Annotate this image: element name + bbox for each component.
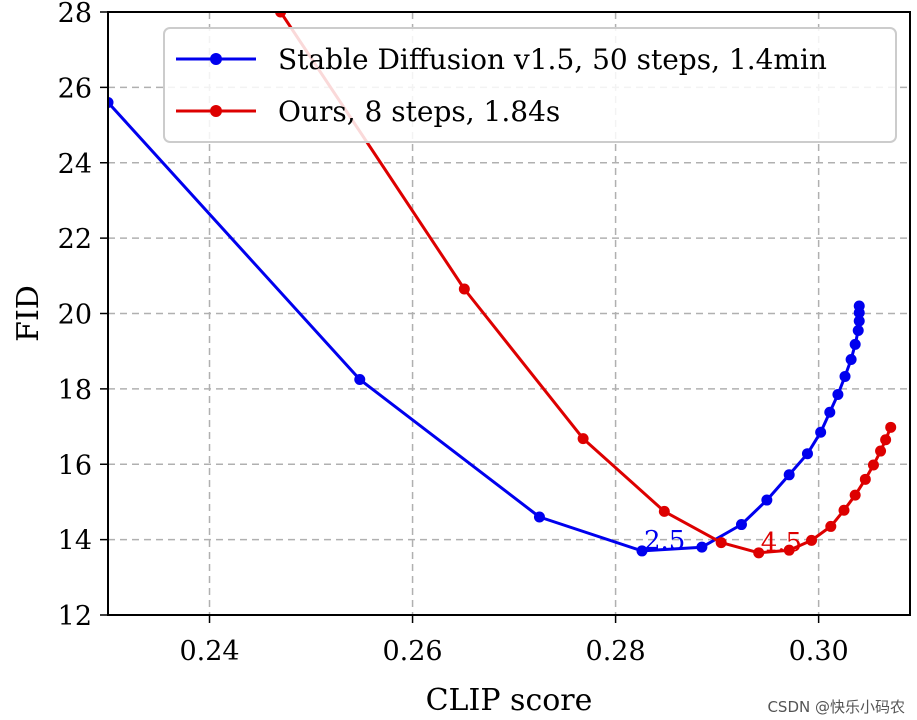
x-tick-label: 0.30	[789, 636, 849, 667]
x-tick-label: 0.28	[586, 636, 646, 667]
y-tick-label: 28	[58, 0, 92, 29]
data-point	[753, 547, 765, 559]
data-point	[783, 544, 795, 556]
data-point	[783, 469, 795, 481]
legend-label: Ours, 8 steps, 1.84s	[278, 95, 560, 128]
point-annotation: 4.5	[761, 528, 802, 558]
y-tick-label: 14	[58, 526, 92, 557]
y-tick-label: 12	[58, 601, 92, 632]
data-point	[806, 534, 818, 546]
series-layer	[108, 12, 897, 559]
series-1	[108, 96, 865, 557]
y-tick-label: 24	[58, 149, 92, 180]
series-line	[108, 101, 861, 553]
ticks: 0.24 0.26 0.28 0.30 12 14 16 18 20 22 24 26 28	[58, 0, 849, 667]
x-axis-label: CLIP score	[426, 683, 593, 718]
data-point	[658, 505, 670, 517]
point-annotation: 2.5	[644, 526, 685, 556]
data-point	[696, 541, 708, 553]
data-point	[533, 511, 545, 523]
legend-item: Ours, 8 steps, 1.84s	[176, 95, 560, 128]
legend-swatch-marker	[210, 53, 222, 65]
data-point	[275, 12, 287, 18]
y-tick-label: 26	[58, 73, 92, 104]
x-tick-label: 0.26	[382, 636, 442, 667]
watermark: CSDN @快乐小码农	[767, 698, 905, 716]
data-point	[867, 459, 879, 471]
series-2	[275, 12, 897, 559]
data-point	[735, 519, 747, 531]
data-point	[458, 283, 470, 295]
legend-box	[163, 27, 897, 143]
data-point	[853, 300, 865, 312]
data-point	[801, 448, 813, 460]
data-point	[849, 489, 861, 501]
data-point	[849, 338, 861, 350]
data-point	[839, 370, 851, 382]
data-point	[845, 353, 857, 365]
data-point	[577, 433, 589, 445]
data-point	[838, 504, 850, 516]
data-point	[875, 445, 887, 457]
legend-item: Stable Diffusion v1.5, 50 steps, 1.4min	[176, 43, 827, 76]
x-tick-label: 0.24	[179, 636, 239, 667]
data-point	[832, 389, 844, 401]
annotation-layer: 2.5 4.5	[644, 526, 802, 558]
y-tick-label: 22	[58, 224, 92, 255]
y-tick-label: 16	[58, 450, 92, 481]
data-point	[885, 421, 897, 433]
legend: Stable Diffusion v1.5, 50 steps, 1.4min O…	[163, 27, 897, 143]
legend-swatch-marker	[210, 105, 222, 117]
data-point	[859, 473, 871, 485]
data-point	[815, 426, 827, 438]
data-point	[636, 545, 648, 557]
data-point	[825, 520, 837, 532]
data-point	[108, 96, 114, 108]
data-point	[852, 324, 864, 336]
y-axis-label: FID	[11, 285, 46, 342]
y-tick-label: 18	[58, 375, 92, 406]
series-line	[279, 12, 893, 555]
data-point	[824, 406, 836, 418]
data-point	[715, 537, 727, 549]
data-point	[761, 494, 773, 506]
y-tick-label: 20	[58, 300, 92, 331]
data-point	[853, 315, 865, 327]
legend-label: Stable Diffusion v1.5, 50 steps, 1.4min	[278, 43, 827, 76]
data-point	[880, 434, 892, 446]
data-point	[354, 373, 366, 385]
